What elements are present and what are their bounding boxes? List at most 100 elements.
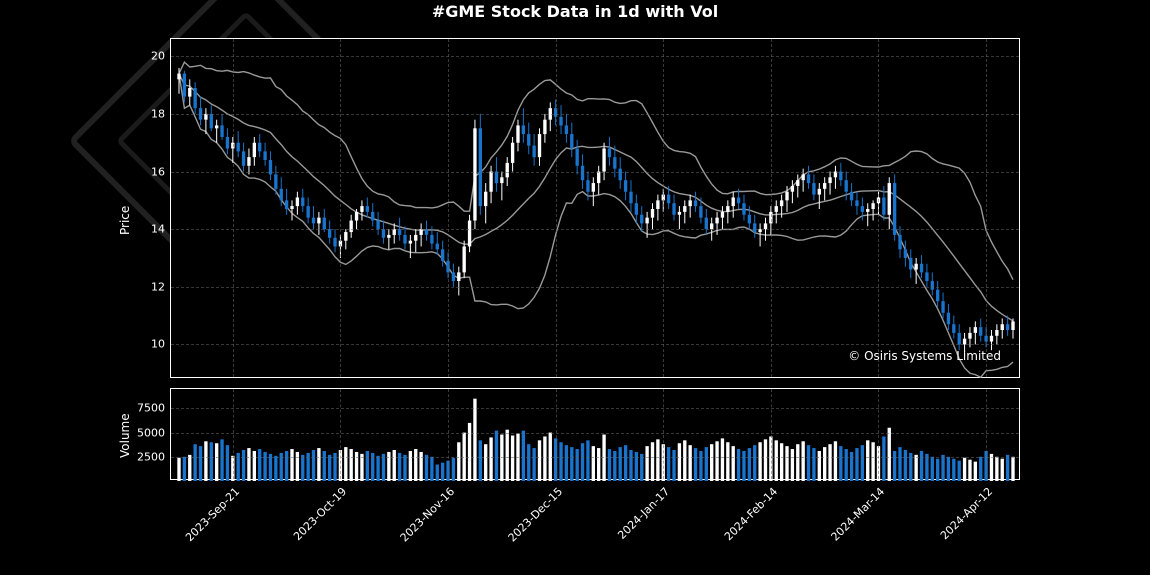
volume-bar bbox=[651, 442, 654, 481]
candle-body bbox=[715, 218, 718, 224]
grid-line-v bbox=[233, 389, 234, 479]
candle-body bbox=[430, 235, 433, 244]
grid-line-v bbox=[986, 389, 987, 479]
volume-bar bbox=[871, 442, 874, 481]
volume-bar bbox=[559, 442, 562, 481]
candle-body bbox=[210, 114, 213, 128]
volume-bar bbox=[409, 451, 412, 481]
candle-body bbox=[947, 313, 950, 325]
volume-svg bbox=[171, 389, 1021, 481]
volume-bar bbox=[764, 439, 767, 481]
grid-line-h bbox=[171, 344, 1019, 345]
volume-bar bbox=[576, 449, 579, 481]
candle-body bbox=[463, 246, 466, 272]
volume-bar bbox=[393, 450, 396, 481]
grid-line-v bbox=[556, 39, 557, 377]
candle-body bbox=[522, 125, 525, 134]
volume-bar bbox=[710, 444, 713, 481]
candle-body bbox=[344, 232, 347, 241]
volume-bar bbox=[1006, 455, 1009, 481]
volume-bar bbox=[737, 449, 740, 481]
candle-body bbox=[592, 183, 595, 192]
candle-body bbox=[866, 209, 869, 212]
volume-bar bbox=[581, 443, 584, 481]
volume-bar bbox=[473, 399, 476, 481]
volume-bar bbox=[758, 442, 761, 481]
volume-bar bbox=[672, 450, 675, 481]
grid-line-v bbox=[878, 39, 879, 377]
candle-body bbox=[543, 120, 546, 134]
candle-body bbox=[672, 203, 675, 215]
ytick-label: 5000 bbox=[137, 426, 165, 439]
candle-body bbox=[785, 192, 788, 201]
candle-body bbox=[328, 229, 331, 238]
volume-bar bbox=[414, 449, 417, 481]
candle-body bbox=[333, 238, 336, 247]
candle-body bbox=[366, 206, 369, 212]
volume-bar bbox=[645, 446, 648, 481]
candle-body bbox=[828, 177, 831, 183]
candle-body bbox=[317, 218, 320, 224]
volume-bar bbox=[694, 448, 697, 481]
volume-bar bbox=[290, 449, 293, 481]
volume-bar bbox=[688, 445, 691, 481]
volume-bar bbox=[312, 450, 315, 481]
volume-bar bbox=[597, 448, 600, 481]
candle-body bbox=[629, 192, 632, 204]
candle-body bbox=[936, 290, 939, 302]
volume-bar bbox=[855, 448, 858, 481]
candle-body bbox=[350, 221, 353, 233]
candle-body bbox=[812, 183, 815, 195]
grid-line-v bbox=[771, 39, 772, 377]
volume-bar bbox=[742, 451, 745, 481]
volume-bar bbox=[1011, 457, 1014, 481]
candle-body bbox=[527, 134, 530, 146]
candle-body bbox=[220, 125, 223, 137]
candle-body bbox=[237, 143, 240, 152]
candle-body bbox=[979, 327, 982, 336]
volume-bar bbox=[619, 447, 622, 481]
price-ylabel: Price bbox=[118, 206, 132, 235]
volume-bar bbox=[242, 450, 245, 481]
volume-bar bbox=[925, 454, 928, 481]
volume-bar bbox=[640, 454, 643, 481]
candle-body bbox=[382, 229, 385, 238]
grid-line-h bbox=[171, 433, 1019, 434]
volume-bar bbox=[441, 463, 444, 481]
candle-body bbox=[780, 200, 783, 206]
volume-bar bbox=[323, 451, 326, 481]
candle-body bbox=[683, 206, 686, 212]
volume-bar bbox=[888, 428, 891, 481]
volume-bar bbox=[565, 445, 568, 481]
volume-bar bbox=[452, 458, 455, 481]
candle-body bbox=[694, 200, 697, 206]
volume-bar bbox=[995, 457, 998, 481]
xtick-label: 2024-Feb-14 bbox=[722, 485, 780, 543]
volume-bar bbox=[667, 447, 670, 481]
candle-body bbox=[925, 272, 928, 281]
volume-bar bbox=[506, 430, 509, 481]
candle-body bbox=[570, 134, 573, 148]
candle-body bbox=[904, 249, 907, 258]
volume-bar bbox=[656, 439, 659, 481]
grid-line-h bbox=[171, 229, 1019, 230]
candle-body bbox=[958, 333, 961, 345]
volume-bar bbox=[344, 447, 347, 481]
grid-line-v bbox=[340, 39, 341, 377]
candle-body bbox=[409, 241, 412, 244]
volume-bar bbox=[269, 454, 272, 481]
candle-body bbox=[893, 183, 896, 235]
volume-bar bbox=[748, 448, 751, 481]
volume-bar bbox=[538, 440, 541, 481]
grid-line-h bbox=[171, 172, 1019, 173]
volume-bar bbox=[904, 450, 907, 481]
candle-body bbox=[495, 172, 498, 184]
volume-bar bbox=[801, 441, 804, 481]
candle-body bbox=[748, 215, 751, 224]
volume-bar bbox=[285, 451, 288, 481]
candle-body bbox=[990, 336, 993, 342]
volume-bar bbox=[247, 448, 250, 481]
volume-bar bbox=[317, 448, 320, 481]
candle-body bbox=[1001, 324, 1004, 330]
grid-line-h bbox=[171, 114, 1019, 115]
